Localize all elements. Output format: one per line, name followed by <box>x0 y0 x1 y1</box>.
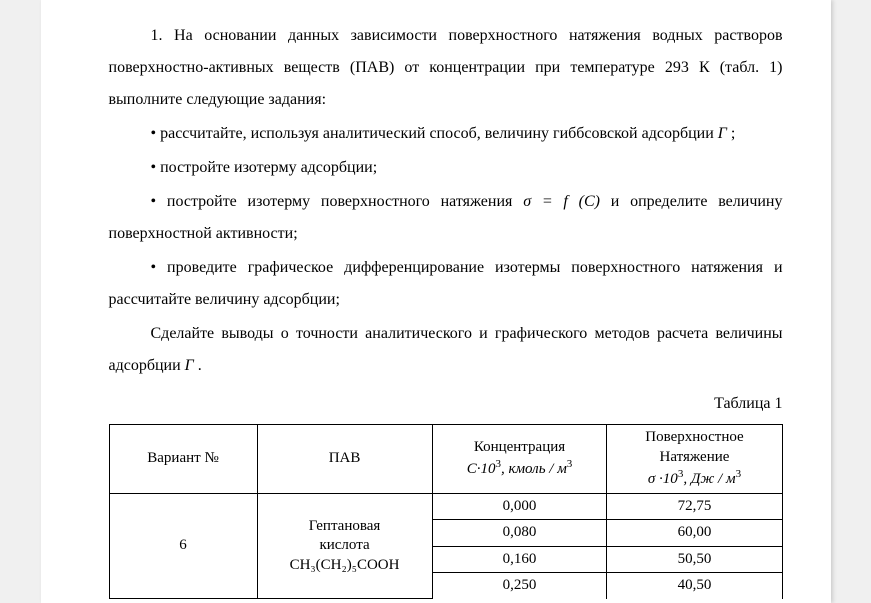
c3-pre: С·10 <box>467 461 496 477</box>
conclusion-symbol: Г <box>185 357 194 374</box>
paragraph-conclusion: Сделайте выводы о точности аналитическог… <box>109 318 783 382</box>
table-header-row: Вариант № ПАВ Концентрация С·103, кмоль … <box>109 425 782 494</box>
substance-l2: кислота <box>319 537 369 553</box>
conclusion-prefix: Сделайте выводы о точности аналитическог… <box>109 325 783 374</box>
cell-c: 0,080 <box>432 520 607 547</box>
cell-variant: 6 <box>109 493 257 599</box>
cell-substance: Гептановая кислота CH₃(CH₂)₅COOH <box>257 493 432 599</box>
page-container: 1. На основании данных зависимости повер… <box>41 0 831 603</box>
col-header-pav: ПАВ <box>257 425 432 494</box>
col-header-concentration: Концентрация С·103, кмоль / м3 <box>432 425 607 494</box>
col-header-variant: Вариант № <box>109 425 257 494</box>
c4-l1: Поверхностное <box>645 429 743 445</box>
data-table: Вариант № ПАВ Концентрация С·103, кмоль … <box>109 424 783 599</box>
cell-c: 0,250 <box>432 573 607 599</box>
bullet-3: • постройте изотерму поверхностного натя… <box>109 186 783 250</box>
cell-s: 40,50 <box>607 573 782 599</box>
cell-c: 0,160 <box>432 546 607 573</box>
table-caption: Таблица 1 <box>109 388 783 420</box>
bullet-2: • постройте изотерму адсорбции; <box>109 152 783 184</box>
conclusion-suffix: . <box>194 357 202 374</box>
c4-l2: Натяжение <box>660 449 730 465</box>
c3-post: , кмоль / м <box>501 461 567 477</box>
c4-post: , Дж / м <box>683 471 735 487</box>
c3-sup2: 3 <box>567 458 573 470</box>
bullet-3-prefix: • постройте изотерму поверхностного натя… <box>151 193 524 210</box>
c4-sup2: 3 <box>736 468 742 480</box>
substance-l1: Гептановая <box>309 518 381 534</box>
table-row: 6 Гептановая кислота CH₃(CH₂)₅COOH 0,000… <box>109 493 782 520</box>
cell-s: 72,75 <box>607 493 782 520</box>
paragraph-intro: 1. На основании данных зависимости повер… <box>109 20 783 116</box>
cell-c: 0,000 <box>432 493 607 520</box>
cell-s: 60,00 <box>607 520 782 547</box>
bullet-1-prefix: • рассчитайте, используя аналитический с… <box>151 125 718 142</box>
table-body: 6 Гептановая кислота CH₃(CH₂)₅COOH 0,000… <box>109 493 782 599</box>
bullet-4: • проведите графическое дифференцировани… <box>109 252 783 316</box>
col-header-tension: Поверхностное Натяжение σ ·103, Дж / м3 <box>607 425 782 494</box>
substance-l3: CH₃(CH₂)₅COOH <box>290 557 400 573</box>
cell-s: 50,50 <box>607 546 782 573</box>
c3-l1: Концентрация <box>474 439 565 455</box>
bullet-1-symbol: Г <box>718 125 727 142</box>
bullet-1: • рассчитайте, используя аналитический с… <box>109 118 783 150</box>
bullet-1-suffix: ; <box>727 125 735 142</box>
c4-pre: σ ·10 <box>648 471 678 487</box>
bullet-3-formula: σ = f (C) <box>523 193 600 210</box>
